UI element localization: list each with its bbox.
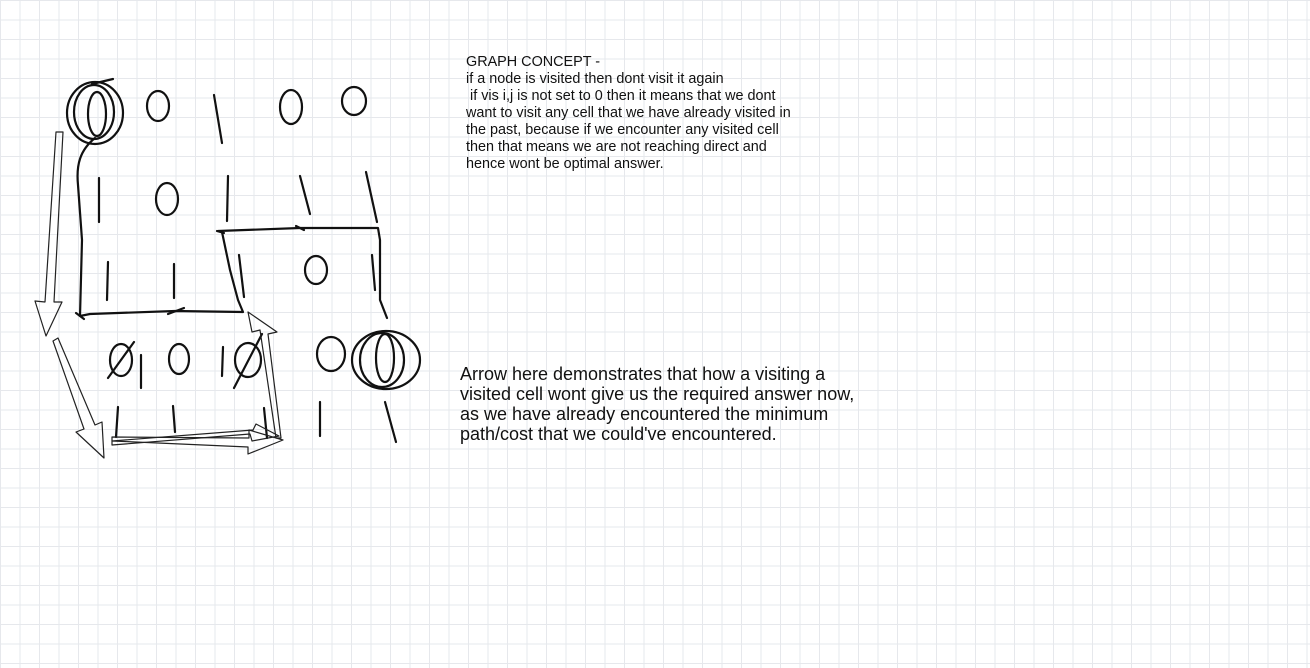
arrow-down-left <box>34 131 64 337</box>
graph-concept-note: GRAPH CONCEPT - if a node is visited the… <box>466 54 886 173</box>
path-corner-left <box>74 311 86 321</box>
note-line: the past, because if we encounter any vi… <box>466 122 779 138</box>
cell-2-4-one <box>370 253 377 292</box>
cell-2-0-one <box>105 260 110 302</box>
cell-0-2-one <box>212 93 224 145</box>
cell-3-3-zero <box>315 335 347 373</box>
cell-0-0-start <box>65 77 125 146</box>
arrow-explanation-note: Arrow here demonstrates that how a visit… <box>460 364 900 444</box>
arrow-down-diagonal <box>52 337 105 459</box>
cell-3-4-destination <box>350 329 422 391</box>
cell-4-1-one <box>171 404 177 434</box>
note-line: as we have already encountered the minim… <box>460 404 829 424</box>
path-joint-mark <box>166 306 186 316</box>
cell-3-0-crossed-zero <box>106 340 143 390</box>
start-circle <box>65 80 125 146</box>
visited-detour-arrows <box>34 131 284 459</box>
start-zero <box>86 90 108 138</box>
cell-3-2-crossed <box>220 332 264 390</box>
destination-circle-inner <box>358 331 406 389</box>
destination-circle <box>350 329 422 391</box>
cell-3-1-zero <box>167 342 191 376</box>
note-heading: GRAPH CONCEPT - <box>466 54 601 70</box>
cell-3-2-zero <box>233 341 263 379</box>
cell-1-3-one <box>298 174 312 216</box>
note-line: path/cost that we could've encountered. <box>460 424 777 444</box>
cell-0-3-zero <box>278 88 304 126</box>
arrow-right-upper <box>111 423 280 446</box>
cell-1-1-zero <box>154 181 180 217</box>
note-line: Arrow here demonstrates that how a visit… <box>460 364 826 384</box>
note-line: if vis i,j is not set to 0 then it means… <box>466 88 776 104</box>
note-line: hence wont be optimal answer. <box>466 156 664 172</box>
note-line: want to visit any cell that we have alre… <box>466 105 791 121</box>
cell-3-0-cross <box>106 340 136 380</box>
note-line: then that means we are not reaching dire… <box>466 139 767 155</box>
note-line: if a node is visited then dont visit it … <box>466 71 724 87</box>
cell-3-2-one <box>220 345 225 378</box>
arrow-up <box>247 311 282 439</box>
note-line: visited cell wont give us the required a… <box>460 384 855 404</box>
cell-1-4-one <box>364 170 379 224</box>
cell-2-3-zero <box>303 254 329 286</box>
path-corner-mark <box>215 229 226 235</box>
cell-1-2-one <box>225 174 230 223</box>
start-scribble <box>90 77 115 86</box>
optimal-path-line <box>76 136 389 320</box>
cell-2-2-one <box>237 253 246 299</box>
cell-3-2-cross <box>232 332 264 390</box>
cell-0-1-zero <box>145 89 171 123</box>
cell-4-4-one <box>383 400 398 444</box>
arrow-right <box>111 429 284 455</box>
cell-0-4-zero <box>340 85 368 117</box>
cell-3-0-zero <box>108 342 134 378</box>
destination-zero <box>374 332 396 384</box>
path-mid-mark <box>294 224 306 232</box>
cell-4-2-one <box>262 406 269 440</box>
cell-4-0-one <box>114 405 120 439</box>
